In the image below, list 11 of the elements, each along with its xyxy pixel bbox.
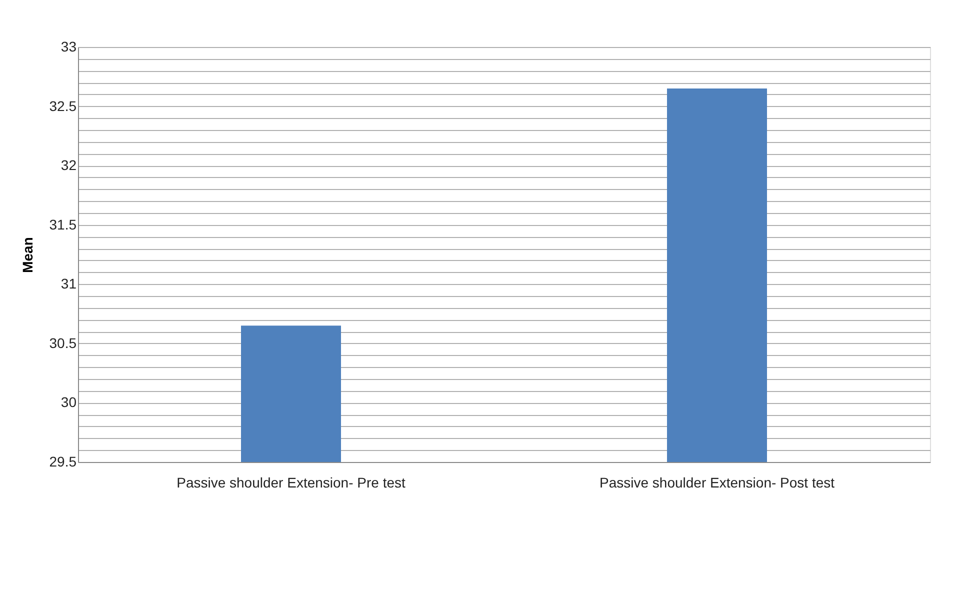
y-tick-label: 30: [60, 394, 77, 410]
x-tick-label: Passive shoulder Extension- Pre test: [176, 474, 406, 490]
y-tick-label: 29.5: [49, 454, 77, 470]
y-tick-label: 30.5: [49, 334, 77, 351]
y-tick-label: 33: [60, 38, 77, 54]
y-axis-title: Mean: [19, 237, 36, 273]
y-tick-label: 31: [60, 276, 77, 292]
y-tick-label: 32.5: [49, 98, 77, 114]
x-tick-label: Passive shoulder Extension- Post test: [599, 474, 835, 490]
y-tick-label: 32: [60, 157, 77, 174]
y-tick-label: 31.5: [49, 216, 77, 232]
